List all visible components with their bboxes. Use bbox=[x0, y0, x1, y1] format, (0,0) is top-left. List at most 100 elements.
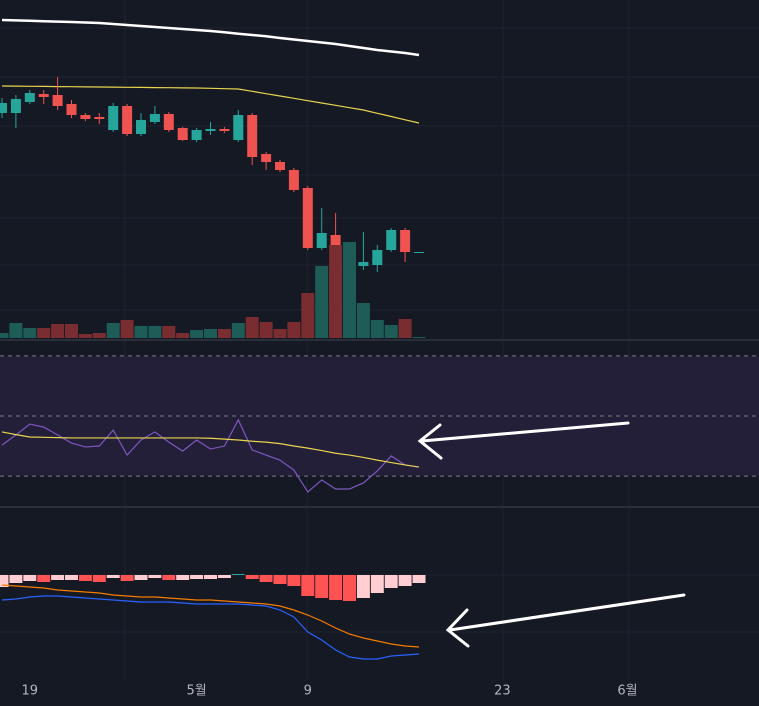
histogram-bar bbox=[0, 575, 9, 587]
candle-body bbox=[80, 115, 91, 119]
volume-bar bbox=[148, 326, 162, 338]
volume-bar bbox=[287, 322, 301, 338]
histogram-bar bbox=[398, 575, 412, 586]
histogram-bar bbox=[343, 575, 356, 601]
histogram-bar bbox=[412, 575, 426, 583]
volume-bar bbox=[329, 245, 343, 338]
volume-bar bbox=[51, 324, 65, 338]
histogram-bar bbox=[134, 575, 148, 580]
line bbox=[1, 18, 420, 57]
volume-bar bbox=[301, 293, 315, 338]
volume-bar bbox=[65, 324, 78, 338]
candle-body bbox=[302, 188, 313, 248]
histogram-bar bbox=[231, 574, 245, 575]
histogram-bar bbox=[217, 575, 231, 578]
histogram-bar bbox=[65, 575, 78, 580]
candle-body bbox=[122, 106, 133, 134]
volume-bar bbox=[92, 333, 106, 338]
histogram-bar bbox=[370, 575, 384, 593]
line bbox=[1, 584, 420, 648]
histogram-bar bbox=[301, 575, 315, 596]
volume-bar bbox=[370, 320, 384, 338]
line bbox=[1, 595, 420, 660]
histogram-bar bbox=[259, 575, 273, 582]
histogram-bar bbox=[162, 575, 176, 580]
line bbox=[1, 418, 420, 493]
x-tick-label: 19 bbox=[22, 684, 39, 699]
histogram-bar bbox=[23, 575, 37, 581]
marks: 19 5월 9 23 6월 bbox=[0, 18, 759, 699]
candle-body bbox=[414, 252, 424, 253]
candle-body bbox=[386, 230, 397, 250]
volume-bar bbox=[0, 333, 9, 338]
volume-bar bbox=[176, 333, 190, 338]
volume-bar bbox=[315, 266, 329, 338]
candle-body bbox=[136, 120, 146, 134]
candle-body bbox=[247, 115, 258, 157]
histogram-bar bbox=[287, 575, 301, 586]
histogram-bar bbox=[245, 575, 259, 579]
volume-bar bbox=[37, 328, 51, 338]
candle-body bbox=[52, 95, 63, 106]
volume-bar bbox=[217, 329, 231, 338]
histogram-bar bbox=[356, 575, 370, 598]
candle-body bbox=[191, 130, 202, 140]
volume-bar bbox=[273, 329, 287, 338]
candle-body bbox=[108, 106, 119, 130]
volume-bar bbox=[190, 330, 204, 338]
x-tick-label: 23 bbox=[494, 684, 511, 699]
candle-body bbox=[66, 104, 77, 115]
candle-body bbox=[177, 128, 188, 140]
x-tick-label: 5월 bbox=[186, 684, 206, 699]
histogram-bar bbox=[92, 575, 106, 582]
volume-bar bbox=[162, 326, 176, 338]
volume-bar bbox=[398, 319, 412, 338]
histogram-bar bbox=[51, 575, 65, 580]
candle-body bbox=[261, 154, 272, 162]
histogram-bar bbox=[106, 575, 120, 578]
candle-body bbox=[10, 99, 21, 113]
histogram-bar bbox=[9, 575, 23, 583]
line bbox=[1, 431, 420, 468]
volume-bar bbox=[134, 326, 148, 338]
histogram-bar bbox=[37, 575, 51, 582]
volume-bar bbox=[412, 337, 426, 338]
histogram-bar bbox=[176, 575, 190, 580]
volume-bar bbox=[120, 320, 134, 338]
candle-body bbox=[24, 93, 35, 102]
histogram-bar bbox=[78, 575, 92, 581]
histogram-bar bbox=[384, 575, 398, 588]
candle-body bbox=[288, 170, 299, 190]
volume-bar bbox=[204, 329, 217, 338]
candle-body bbox=[205, 129, 216, 131]
volume-bar bbox=[356, 303, 370, 338]
candle-body bbox=[163, 114, 174, 130]
volume-bar bbox=[23, 328, 37, 338]
candle-body bbox=[372, 250, 383, 265]
candle-body bbox=[233, 115, 244, 140]
candle-body bbox=[149, 114, 160, 122]
histogram-bar bbox=[148, 575, 162, 578]
histogram-bar bbox=[273, 575, 287, 584]
candle-body bbox=[316, 233, 327, 248]
volume-bar bbox=[245, 317, 259, 338]
annotation-arrow bbox=[417, 421, 686, 648]
x-tick-label: 6월 bbox=[617, 684, 637, 699]
volume-bar bbox=[9, 323, 23, 338]
volume-bar bbox=[106, 323, 120, 338]
histogram-bar bbox=[329, 575, 343, 600]
volume-bar bbox=[259, 322, 273, 338]
volume-bar bbox=[343, 242, 356, 338]
histogram-bar bbox=[315, 575, 329, 598]
histogram-bar bbox=[190, 575, 204, 579]
candle-body bbox=[0, 103, 7, 113]
volume-bar bbox=[231, 323, 245, 338]
candle-body bbox=[94, 117, 105, 119]
histogram-bar bbox=[204, 575, 217, 579]
x-tick-label: 9 bbox=[304, 684, 312, 699]
line bbox=[1, 85, 420, 124]
histogram-bar bbox=[120, 575, 134, 581]
candle-body bbox=[275, 162, 285, 170]
volume-bar bbox=[384, 325, 398, 338]
